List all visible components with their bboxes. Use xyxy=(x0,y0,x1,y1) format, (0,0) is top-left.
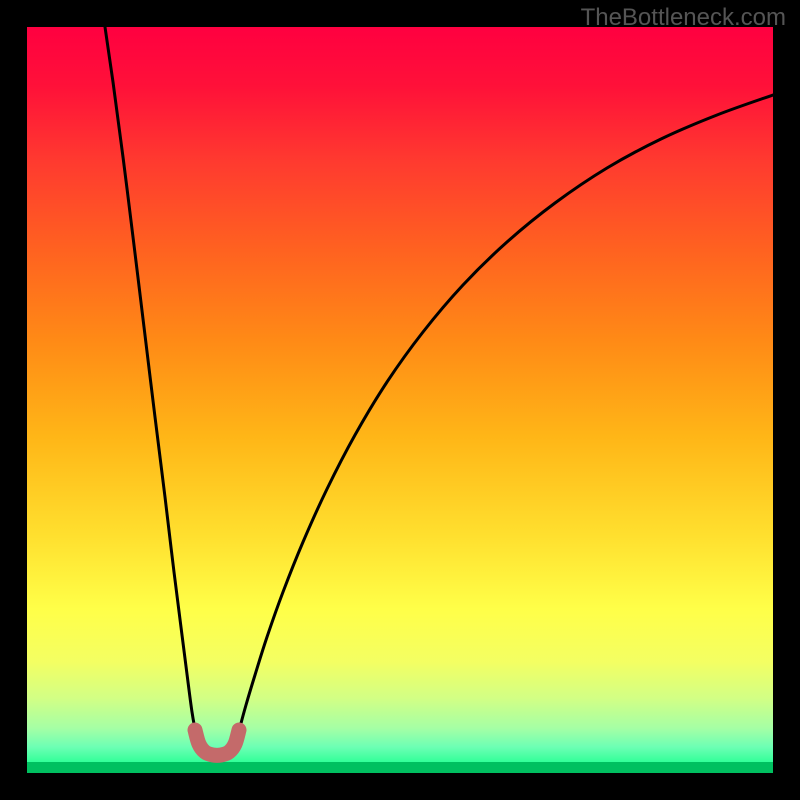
trough-u-segment xyxy=(195,730,239,755)
plot-area xyxy=(27,27,773,773)
bottleneck-curve xyxy=(105,27,773,755)
curve-svg-layer xyxy=(27,27,773,773)
figure-root: TheBottleneck.com xyxy=(0,0,800,800)
